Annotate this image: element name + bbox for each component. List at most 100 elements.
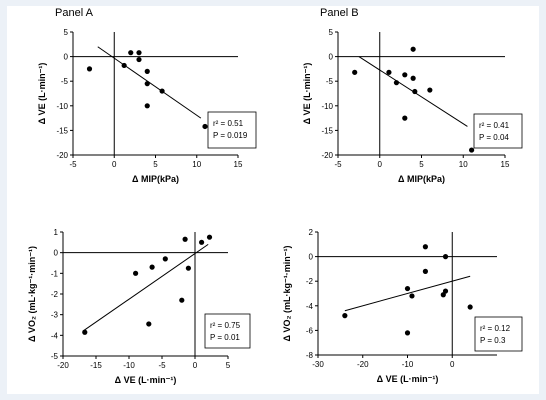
p-value-label: P = 0.01 <box>210 333 240 342</box>
y-tick-label: -20 <box>321 151 333 160</box>
y-tick-label: -5 <box>326 77 334 86</box>
panel-a-label: Panel A <box>55 7 94 19</box>
y-axis-title: Δ VE (L·min⁻¹) <box>302 63 312 125</box>
r-squared-label: r² = 0.51 <box>213 119 244 128</box>
y-tick-label: 0 <box>64 53 69 62</box>
data-point <box>409 293 415 299</box>
x-tick-label: 15 <box>234 160 243 169</box>
y-tick-label: 1 <box>54 228 59 237</box>
x-axis-title: Δ MIP(kPa) <box>132 174 179 184</box>
y-tick-label: -5 <box>51 352 59 361</box>
data-point <box>136 56 142 63</box>
data-point <box>402 115 408 121</box>
x-tick-label: 15 <box>501 160 510 169</box>
y-tick-label: -5 <box>61 77 69 86</box>
p-value-label: P = 0.3 <box>480 336 506 345</box>
r-squared-label: r² = 0.75 <box>210 321 241 330</box>
y-tick-label: -10 <box>321 102 333 111</box>
data-point <box>179 297 185 303</box>
data-point <box>467 304 473 310</box>
x-tick-label: 5 <box>419 160 424 169</box>
data-point <box>133 270 139 276</box>
y-tick-label: -15 <box>321 126 333 135</box>
data-point <box>121 62 127 69</box>
y-tick-label: 0 <box>329 53 334 62</box>
stats-box <box>473 113 523 149</box>
data-point <box>404 285 411 292</box>
y-tick-label: -4 <box>306 302 314 311</box>
data-point <box>206 234 213 240</box>
x-tick-label: 0 <box>193 361 198 370</box>
data-point <box>202 123 208 130</box>
y-tick-label: -15 <box>56 126 68 135</box>
regression-line <box>82 243 209 332</box>
data-point <box>342 313 348 319</box>
y-tick-label: -1 <box>51 269 59 278</box>
stats-box <box>204 313 251 349</box>
y-tick-label: -3 <box>51 311 59 320</box>
data-point <box>442 288 449 294</box>
data-point <box>412 88 418 95</box>
x-axis-title: Δ VE (L·min⁻¹) <box>377 374 439 384</box>
data-point <box>162 256 168 262</box>
y-tick-label: 0 <box>54 249 59 258</box>
x-tick-label: 0 <box>378 160 383 169</box>
y-tick-label: -10 <box>56 102 68 111</box>
data-point <box>185 265 191 271</box>
x-tick-label: -20 <box>57 361 69 370</box>
chart-panel-a-ve-vo2: -20 -15 -10 -5 0 510-1-2-3-4-5Δ VE (L·min⁻¹)Δ… <box>27 228 251 385</box>
y-tick-label: -2 <box>306 277 314 286</box>
data-point <box>422 268 428 274</box>
data-point <box>86 66 93 72</box>
p-value-label: P = 0.019 <box>213 131 248 140</box>
figure-frame <box>7 6 539 394</box>
x-tick-label: -10 <box>123 361 135 370</box>
data-point <box>182 236 188 242</box>
data-point <box>427 87 433 93</box>
data-point <box>410 75 416 81</box>
x-tick-label: -5 <box>69 160 77 169</box>
y-tick-label: -2 <box>51 290 59 299</box>
data-point <box>386 69 392 75</box>
data-point <box>422 244 428 250</box>
data-point <box>136 50 142 56</box>
stats-box <box>207 111 257 149</box>
y-tick-label: -8 <box>306 351 314 360</box>
x-tick-label: -30 <box>312 360 324 369</box>
y-axis-title: Δ VO₂ (mL·kg⁻¹·min⁻¹) <box>282 246 292 342</box>
r-squared-label: r² = 0.41 <box>479 121 510 130</box>
r-squared-label: r² = 0.12 <box>480 324 511 333</box>
data-point <box>402 72 408 78</box>
data-point <box>149 264 155 270</box>
x-tick-label: 0 <box>450 360 455 369</box>
x-tick-label: 10 <box>459 160 468 169</box>
x-tick-label: -20 <box>357 360 369 369</box>
data-point <box>82 329 88 335</box>
p-value-label: P = 0.04 <box>479 133 509 142</box>
data-point <box>393 80 400 86</box>
y-tick-label: 5 <box>329 28 334 37</box>
y-tick-label: -6 <box>306 326 314 335</box>
y-tick-label: -4 <box>51 331 59 340</box>
x-tick-label: -10 <box>402 360 414 369</box>
data-point <box>352 69 358 75</box>
data-point <box>144 103 150 109</box>
x-tick-label: 5 <box>153 160 158 169</box>
chart-panel-a-mip-ve: -5 0 5 10 15 5 0 -5 -10 -15 -20 Δ MIP(kPa) Δ VE (L·m… <box>37 28 257 184</box>
x-axis-title: Δ MIP(kPa) <box>398 174 445 184</box>
data-point <box>144 81 150 87</box>
x-tick-label: 5 <box>226 361 231 370</box>
data-point <box>404 330 411 336</box>
data-point <box>146 321 152 327</box>
data-point <box>128 50 134 56</box>
y-axis-title: Δ VO₂ (mL·kg⁻¹·min⁻¹) <box>27 246 37 342</box>
y-tick-label: -20 <box>56 151 68 160</box>
stats-box <box>474 316 523 352</box>
data-point <box>199 239 205 245</box>
y-tick-label: 0 <box>309 253 314 262</box>
x-tick-label: -5 <box>158 361 166 370</box>
data-point <box>144 68 150 74</box>
data-point <box>159 88 165 94</box>
x-axis-title: Δ VE (L·min⁻¹) <box>115 375 177 385</box>
